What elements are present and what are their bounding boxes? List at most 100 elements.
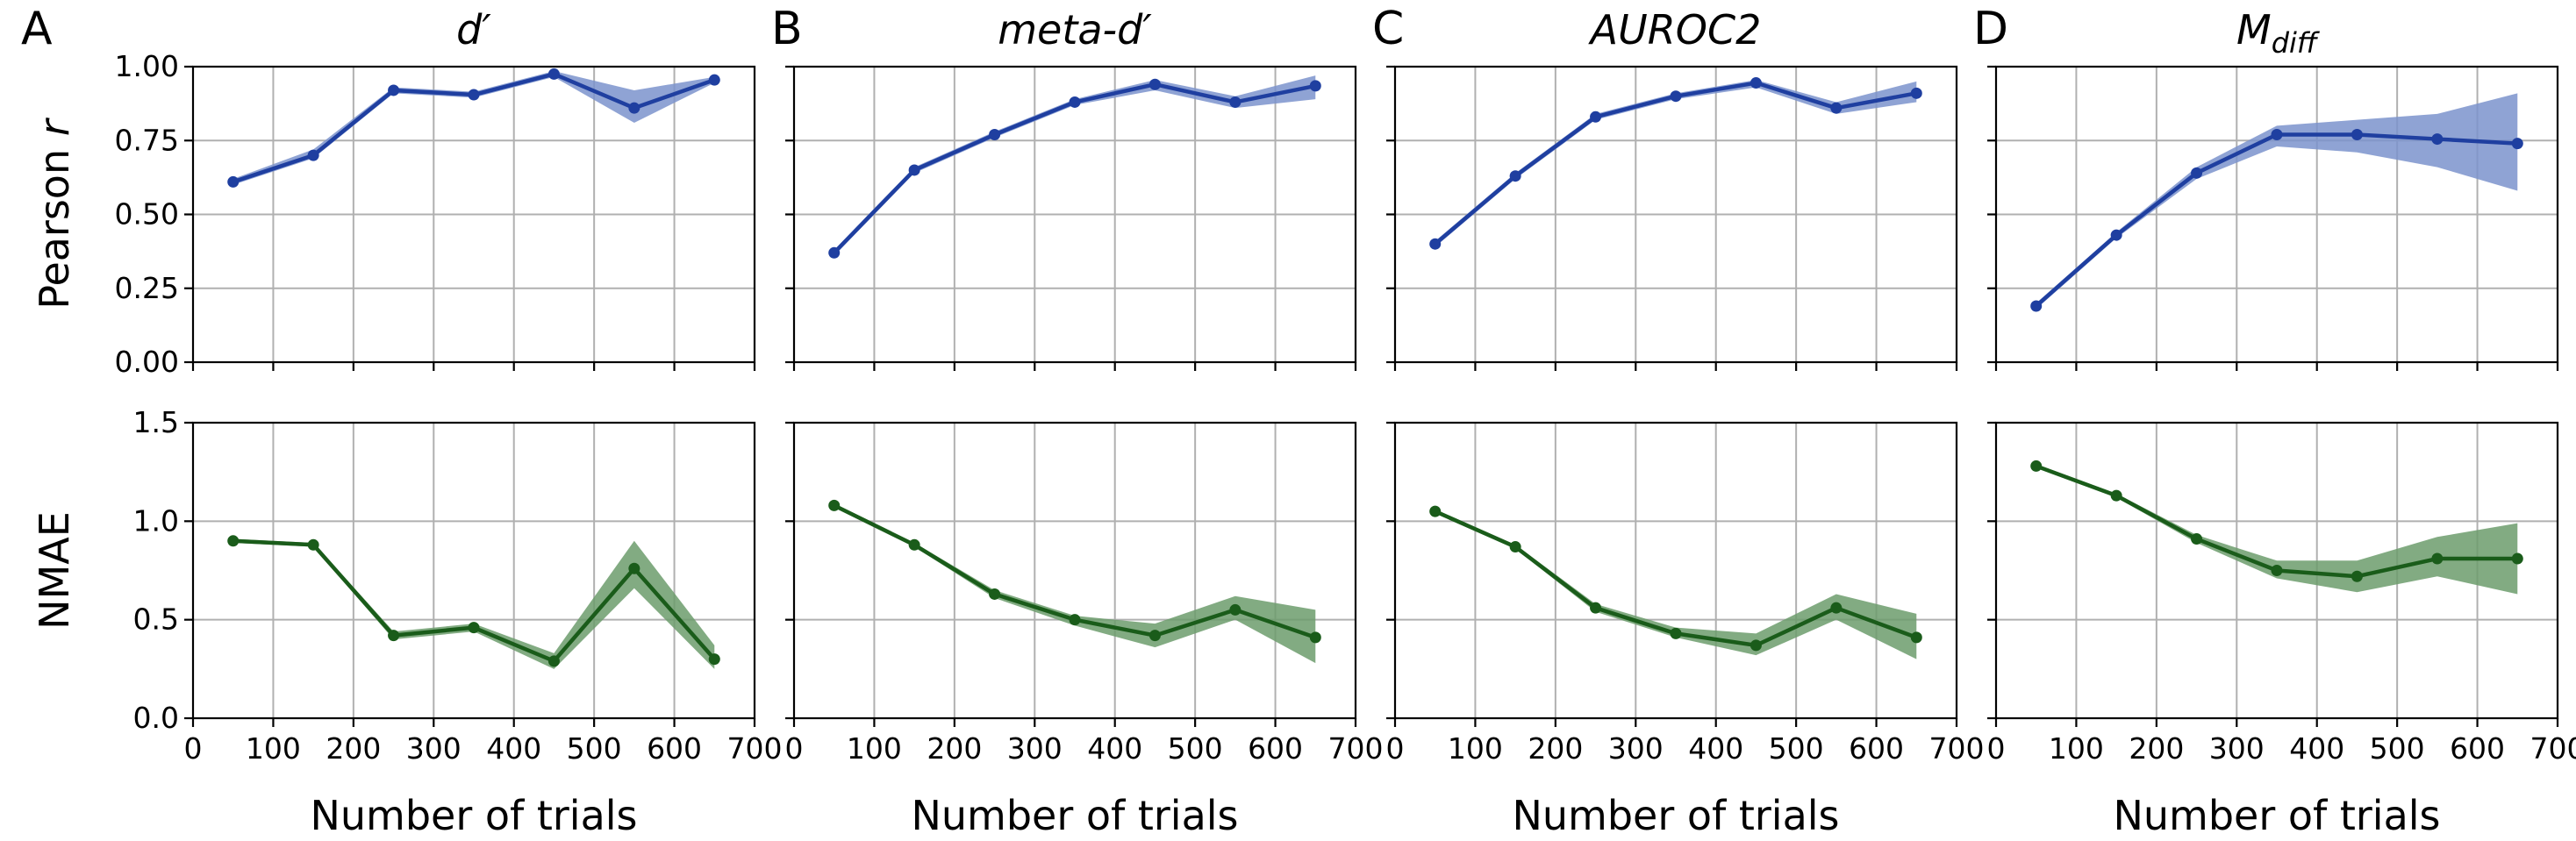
panel-letter-C: C (1372, 3, 1404, 55)
pearson-data-point (989, 129, 1001, 141)
pearson-data-point (2191, 167, 2203, 179)
pearson-confidence-band (834, 75, 1316, 256)
panel-A-nmae: 0 100 200 300 400 500 600 700 0.0 0.5 1.0 1.5 NMAE (31, 405, 783, 766)
pearson-data-point (2110, 229, 2122, 241)
panel-letter-B: B (771, 3, 803, 55)
x-tick-label: 100 (1448, 731, 1503, 766)
y-axis-label-nmae: NMAE (31, 511, 78, 630)
x-tick-label: 500 (567, 731, 622, 766)
y-tick-label: 0.25 (115, 271, 179, 305)
nmae-data-point (628, 562, 640, 574)
x-axis-label-A: Number of trials (310, 792, 637, 839)
nmae-data-point (2511, 552, 2523, 565)
plot-frame (792, 421, 1357, 720)
nmae-data-point (1590, 602, 1602, 614)
nmae-confidence-band (233, 538, 715, 669)
x-tick-label: 700 (1328, 731, 1384, 766)
x-tick-label: 500 (1168, 731, 1223, 766)
x-tick-label: 600 (1248, 731, 1303, 766)
x-tick-label: 100 (2049, 731, 2104, 766)
x-tick-label: 0 (1386, 731, 1405, 766)
nmae-data-point (388, 630, 400, 642)
x-tick-label: 100 (246, 731, 301, 766)
panel-title-B: meta-d′ (998, 6, 1152, 53)
nmae-confidence-band (1435, 509, 1917, 659)
nmae-data-point (2271, 565, 2283, 576)
plot-frame (1393, 421, 1958, 720)
pearson-data-point (468, 89, 480, 101)
nmae-data-point (307, 538, 319, 551)
panel-letter-A: A (21, 3, 53, 55)
nmae-data-point (547, 655, 560, 667)
x-tick-label: 700 (1929, 731, 1985, 766)
nmae-data-point (2110, 489, 2122, 502)
x-tick-label: 0 (785, 731, 804, 766)
panel-letter-D: D (1973, 3, 2008, 55)
x-tick-label: 700 (2530, 731, 2576, 766)
pearson-data-point (2511, 138, 2523, 150)
pearson-data-point (1309, 80, 1321, 92)
plot-frame (1994, 421, 2559, 720)
pearson-confidence-band (233, 71, 715, 185)
nmae-data-point (708, 653, 720, 666)
nmae-data-point (1830, 602, 1843, 614)
pearson-data-point (708, 74, 720, 86)
nmae-data-point (2351, 570, 2363, 582)
nmae-data-point (468, 622, 480, 634)
x-tick-label: 400 (1087, 731, 1142, 766)
plot-frame (191, 421, 756, 720)
nmae-data-point (1229, 603, 1241, 616)
pearson-data-point (1229, 96, 1241, 108)
pearson-data-point (1069, 96, 1081, 108)
pearson-data-point (1910, 87, 1922, 99)
x-tick-label: 400 (486, 731, 541, 766)
y-tick-label: 0.5 (133, 602, 179, 637)
pearson-confidence-band (2036, 93, 2518, 310)
panel-D-nmae: 0 100 200 300 400 500 600 700 (1987, 421, 2576, 766)
pearson-series-line (833, 82, 1316, 254)
y-axis-label-pearson: Pearson r (31, 117, 78, 309)
nmae-data-point (828, 499, 841, 511)
y-tick-label: 0.00 (115, 345, 179, 379)
x-tick-label: 600 (2450, 731, 2505, 766)
pearson-data-point (1830, 102, 1843, 114)
panel-B-pearson (785, 65, 1357, 371)
x-tick-label: 100 (847, 731, 902, 766)
pearson-data-point (388, 84, 400, 96)
pearson-data-point (307, 149, 319, 161)
pearson-data-point (1670, 90, 1682, 103)
nmae-data-point (989, 588, 1001, 600)
x-tick-label: 300 (2209, 731, 2265, 766)
x-tick-label: 0 (1987, 731, 2006, 766)
y-tick-label: 0.50 (115, 197, 179, 232)
x-tick-label: 200 (326, 731, 381, 766)
x-tick-label: 400 (1688, 731, 1743, 766)
nmae-data-point (2191, 533, 2203, 545)
nmae-data-point (1750, 639, 1762, 652)
pearson-data-point (2271, 129, 2283, 141)
x-tick-label: 300 (1608, 731, 1664, 766)
y-tick-label: 0.75 (115, 123, 179, 157)
x-tick-label: 200 (2129, 731, 2184, 766)
x-axis-label-C: Number of trials (1512, 792, 1839, 839)
panel-title-D: Mdiff (2236, 6, 2321, 60)
x-tick-label: 200 (927, 731, 982, 766)
panel-A-pearson: 0.00 0.25 0.50 0.75 1.00 Pearson r (31, 49, 756, 379)
panel-D-pearson (1987, 65, 2559, 371)
nmae-data-point (1670, 627, 1682, 639)
pearson-data-point (547, 68, 560, 80)
nmae-series-line (1434, 510, 1918, 648)
panel-C-nmae: 0 100 200 300 400 500 600 700 (1386, 421, 1985, 766)
y-tick-label: 1.00 (115, 49, 179, 83)
nmae-confidence-band (2036, 464, 2518, 595)
pearson-data-point (828, 246, 841, 259)
nmae-data-point (1429, 505, 1442, 517)
nmae-data-point (2431, 552, 2444, 565)
x-tick-label: 500 (1769, 731, 1824, 766)
pearson-data-point (1750, 77, 1762, 89)
pearson-data-point (227, 175, 240, 188)
x-tick-label: 700 (727, 731, 783, 766)
x-tick-label: 600 (647, 731, 702, 766)
x-tick-label: 600 (1849, 731, 1904, 766)
pearson-data-point (1429, 238, 1442, 250)
